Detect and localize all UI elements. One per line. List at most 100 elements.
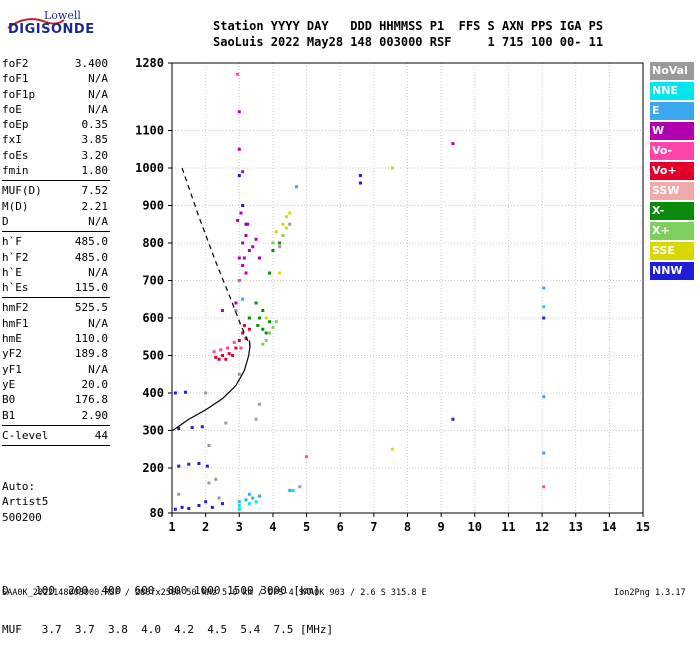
- trace-point-vo: [242, 324, 246, 327]
- param-name: hmF1: [2, 316, 29, 330]
- trace-point-noval: [278, 245, 282, 249]
- trace-point-vo: [237, 339, 241, 342]
- param-separator: [2, 231, 110, 233]
- param-row: MUF(D) 7.52: [2, 183, 110, 198]
- legend-item: Vo-: [650, 142, 694, 160]
- trace-point-nnw: [210, 505, 214, 509]
- trace-point-vo: [219, 348, 223, 352]
- param-row: M(D) 2.21: [2, 199, 110, 214]
- trace-point-x: [256, 324, 260, 327]
- trace-point-x: [261, 327, 265, 331]
- param-value: 2.90: [81, 408, 109, 422]
- trace-point-nnw: [187, 507, 191, 510]
- trace-point-vo: [234, 346, 238, 350]
- trace-point-sse: [264, 316, 268, 320]
- trace-point-nnw: [180, 505, 184, 509]
- trace-point-nnw: [237, 174, 241, 177]
- trace-point-noval: [298, 485, 302, 489]
- trace-point-x: [268, 331, 272, 335]
- x-tick-label: 13: [568, 520, 582, 534]
- param-name: D: [2, 214, 9, 228]
- muf-distance-row: D 100 200 400 600 800 1000 1500 3000 [km…: [2, 584, 320, 597]
- trace-point-sse: [390, 166, 394, 170]
- param-name: foEs: [2, 148, 29, 162]
- legend-item: SSW: [650, 182, 694, 200]
- trace-point-w: [241, 241, 245, 245]
- trace-point-noval: [217, 496, 221, 500]
- header-values: SaoLuis 2022 May28 148 003000 RSF 1 715 …: [213, 35, 604, 49]
- trace-point-x: [257, 316, 261, 320]
- param-value: N/A: [88, 362, 108, 376]
- param-name: foEp: [2, 118, 29, 132]
- trace-point-nnw: [205, 464, 209, 468]
- trace-point-w: [237, 110, 241, 114]
- param-name: fmin: [2, 164, 29, 178]
- muf-frequency-row: MUF 3.7 3.7 3.8 4.0 4.2 4.5 5.4 7.5 [MHz…: [2, 623, 334, 636]
- y-tick-label: 900: [142, 199, 164, 213]
- trace-point-nnw: [220, 502, 224, 506]
- trace-point-x: [254, 301, 258, 305]
- trace-point-sse: [284, 226, 288, 230]
- auto-version: 500200: [2, 510, 42, 524]
- x-tick-label: 11: [501, 520, 515, 534]
- trace-point-nnw: [197, 462, 201, 465]
- trace-point-vo: [232, 340, 236, 344]
- param-name: M(D): [2, 199, 29, 213]
- y-tick-label: 1100: [135, 124, 164, 138]
- trace-point-sse: [284, 215, 288, 219]
- y-tick-label: 400: [142, 386, 164, 400]
- trace-point-w: [237, 256, 241, 260]
- legend-item: NNE: [650, 82, 694, 100]
- trace-point-nnw: [358, 174, 362, 177]
- param-row: h`F 485.0: [2, 234, 110, 249]
- trace-point-w: [220, 309, 224, 312]
- logo-swoosh-icon: [7, 18, 65, 29]
- trace-point-w: [247, 249, 251, 252]
- trace-point-noval: [254, 417, 258, 421]
- trace-point-e: [237, 500, 241, 504]
- param-value: 3.400: [74, 57, 108, 70]
- param-name: yF1: [2, 362, 22, 376]
- trace-point-vo: [237, 279, 241, 282]
- legend-item: SSE: [650, 242, 694, 260]
- trace-point-vo: [239, 346, 243, 350]
- x-tick-label: 1: [168, 520, 175, 534]
- trace-point-vo: [217, 357, 221, 361]
- param-row: foF1p N/A: [2, 87, 110, 102]
- trace-point-nnw: [173, 391, 177, 395]
- x-tick-label: 15: [636, 520, 650, 534]
- trace-point-vo: [542, 485, 546, 489]
- param-row: foF2 3.400: [2, 56, 110, 71]
- legend-item: NoVal: [650, 62, 694, 80]
- trace-point-noval: [214, 477, 218, 481]
- x-tick-label: 2: [202, 520, 209, 534]
- trace-point-x: [281, 234, 285, 237]
- muf-curve: [181, 167, 251, 347]
- trace-point-w: [246, 222, 250, 226]
- param-name: foF1p: [2, 87, 36, 101]
- y-tick-label: 1000: [135, 161, 164, 175]
- trace-point-noval: [224, 421, 228, 425]
- muf-table: D 100 200 400 600 800 1000 1500 3000 [km…: [2, 558, 333, 649]
- param-value: 485.0: [74, 235, 108, 249]
- trace-point-nnw: [183, 390, 187, 394]
- trace-point-nnw: [451, 417, 455, 421]
- param-name: B0: [2, 393, 16, 407]
- trace-point-nnw: [241, 204, 245, 207]
- trace-point-noval: [288, 222, 292, 226]
- footer-version: Ion2Png 1.3.17: [614, 588, 686, 598]
- trace-point-w: [451, 142, 455, 146]
- param-name: C-level: [2, 428, 49, 442]
- y-tick-label: 600: [142, 311, 164, 325]
- trace-point-vo: [227, 352, 231, 356]
- param-value: 189.8: [74, 347, 108, 361]
- polarization-legend: NoVal NNE E W Vo- Vo+ SSW X- X+ SSE NNW: [650, 62, 694, 282]
- trace-point-sse: [278, 271, 282, 275]
- param-row: foEs 3.20: [2, 148, 110, 163]
- trace-point-nne: [254, 500, 258, 504]
- trace-point-w: [239, 211, 243, 215]
- trace-point-nnw: [173, 507, 177, 511]
- trace-point-w: [241, 264, 245, 267]
- trace-point-noval: [237, 372, 241, 376]
- y-tick-label: 200: [142, 461, 164, 475]
